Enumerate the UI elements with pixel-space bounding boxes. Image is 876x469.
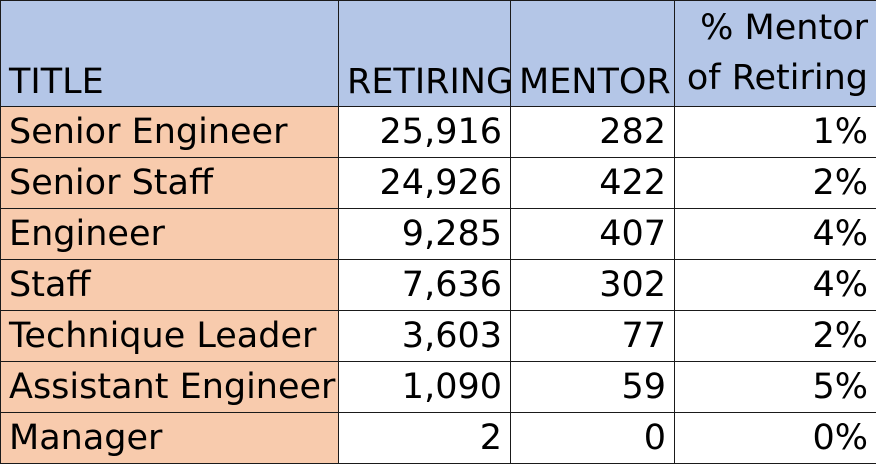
table-row: Senior Staff 24,926 422 2% [0,157,876,209]
retiring-cell: 9,285 [338,208,511,260]
row-title-cell: Technique Leader [0,310,339,362]
mentor-cell: 407 [510,208,675,260]
retiring-cell: 1,090 [338,361,511,413]
percent-cell: 2% [674,157,876,209]
percent-cell: 0% [674,412,876,464]
percent-cell: 1% [674,106,876,158]
header-retiring: RETIRING [338,0,511,107]
row-title-cell: Assistant Engineer [0,361,339,413]
row-title-cell: Senior Engineer [0,106,339,158]
header-percent-mentor-of-retiring: % Mentor of Retiring [674,0,876,107]
table-row: Assistant Engineer 1,090 59 5% [0,361,876,413]
table-row: Technique Leader 3,603 77 2% [0,310,876,362]
table-row: Staff 7,636 302 4% [0,259,876,311]
retiring-cell: 3,603 [338,310,511,362]
mentor-cell: 422 [510,157,675,209]
retiring-cell: 7,636 [338,259,511,311]
mentor-cell: 59 [510,361,675,413]
row-title-cell: Staff [0,259,339,311]
row-title-cell: Senior Staff [0,157,339,209]
table-row: Senior Engineer 25,916 282 1% [0,106,876,158]
table-row: Manager 2 0 0% [0,412,876,464]
table-row: Engineer 9,285 407 4% [0,208,876,260]
mentor-cell: 282 [510,106,675,158]
retiring-cell: 2 [338,412,511,464]
mentor-cell: 302 [510,259,675,311]
mentor-cell: 0 [510,412,675,464]
row-title-cell: Engineer [0,208,339,260]
mentor-cell: 77 [510,310,675,362]
row-title-cell: Manager [0,412,339,464]
header-title: TITLE [0,0,339,107]
percent-cell: 2% [674,310,876,362]
header-mentor: MENTOR [510,0,675,107]
header-row: TITLE RETIRING MENTOR % Mentor of Retiri… [0,0,876,107]
percent-cell: 4% [674,208,876,260]
percent-cell: 5% [674,361,876,413]
percent-cell: 4% [674,259,876,311]
retiring-cell: 24,926 [338,157,511,209]
retiring-cell: 25,916 [338,106,511,158]
